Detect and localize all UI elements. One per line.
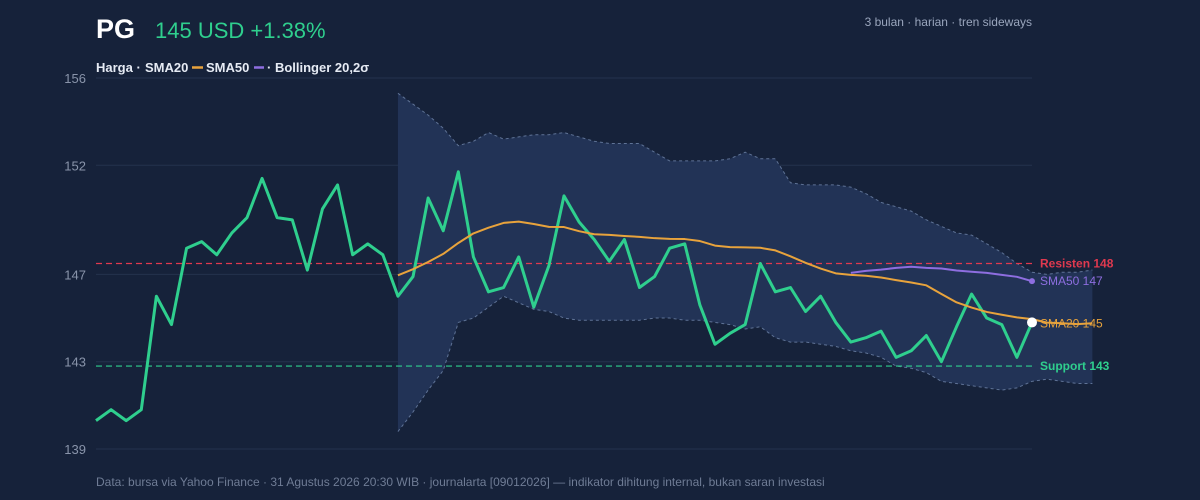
ticker-symbol: PG (96, 14, 135, 44)
source-note: Data: bursa via Yahoo Finance · 31 Agust… (96, 475, 825, 489)
legend-price-label: Harga · (96, 60, 141, 75)
price-line (95, 170, 1034, 423)
chart-subtitle: 3 bulan · harian · tren sideways (865, 15, 1032, 29)
y-tick-label: 152 (64, 158, 86, 173)
sma50-end-label: SMA50 147 (1040, 274, 1103, 288)
y-tick-label: 147 (64, 267, 86, 282)
legend-sma20-label: SMA20 (145, 60, 188, 75)
legend: Harga · SMA20 SMA50 · Bollinger 20,2σ (96, 60, 369, 75)
bollinger-band (397, 92, 1093, 432)
price-change: 145 USD +1.38% (155, 18, 326, 43)
y-tick-label: 143 (64, 355, 86, 370)
resisten-label: Resisten 148 (1040, 257, 1114, 271)
sma50-line (850, 265, 1033, 283)
bollinger-lower-line (397, 295, 1093, 432)
bollinger-fill (397, 93, 1093, 432)
bollinger-upper-line (397, 92, 1093, 275)
support-label: Support 143 (1040, 359, 1110, 373)
y-tick-label: 139 (64, 442, 86, 457)
sma50-end-marker (1029, 278, 1035, 285)
legend-bollinger-label: · Bollinger 20,2σ (267, 60, 369, 75)
y-axis: 139 143 147 152 156 (64, 71, 86, 457)
support-resistance-levels: Resisten 148 Support 143 (96, 257, 1114, 373)
legend-sma50-label: SMA50 (206, 60, 249, 75)
last-price-marker (1027, 317, 1037, 328)
sma20-end-label: SMA20 145 (1040, 316, 1103, 330)
y-tick-label: 156 (64, 71, 86, 86)
series-lines (95, 170, 1093, 423)
sma20-line (397, 220, 1093, 326)
end-labels: SMA50 147 SMA20 145 (1027, 274, 1103, 330)
